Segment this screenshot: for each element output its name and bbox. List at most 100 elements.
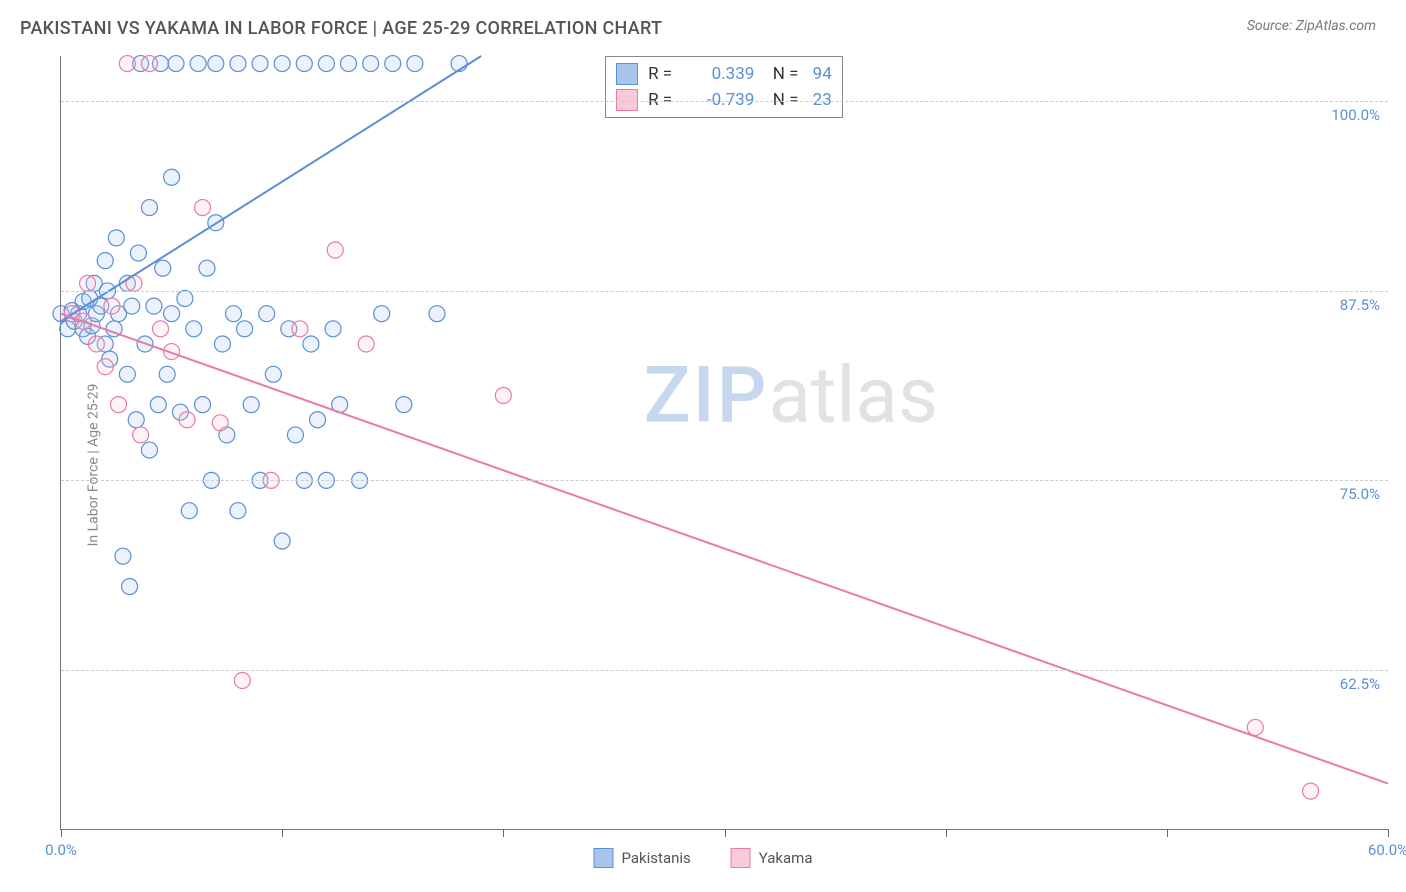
legend-n-label: N = bbox=[764, 64, 802, 84]
trend-line bbox=[61, 314, 1388, 784]
x-tick bbox=[61, 829, 62, 837]
data-point bbox=[159, 366, 175, 382]
data-point bbox=[407, 56, 423, 72]
legend-swatch bbox=[731, 848, 751, 868]
data-point bbox=[155, 260, 171, 276]
data-point bbox=[111, 397, 127, 413]
data-point bbox=[122, 578, 138, 594]
legend-label: Pakistanis bbox=[622, 849, 691, 867]
data-point bbox=[374, 306, 390, 322]
chart-title: PAKISTANI VS YAKAMA IN LABOR FORCE | AGE… bbox=[20, 18, 662, 39]
series-legend: Pakistanis Yakama bbox=[594, 848, 813, 868]
data-point bbox=[495, 388, 511, 404]
data-point bbox=[303, 336, 319, 352]
x-tick bbox=[503, 829, 504, 837]
x-tick bbox=[282, 829, 283, 837]
data-point bbox=[124, 298, 140, 314]
data-point bbox=[265, 366, 281, 382]
data-point bbox=[385, 56, 401, 72]
data-point bbox=[237, 321, 253, 337]
legend-n-label: N = bbox=[764, 90, 802, 110]
grid-line bbox=[61, 670, 1388, 671]
y-tick-label: 100.0% bbox=[1331, 106, 1380, 124]
data-point bbox=[230, 56, 246, 72]
data-point bbox=[274, 533, 290, 549]
grid-line bbox=[61, 480, 1388, 481]
data-point bbox=[153, 321, 169, 337]
data-point bbox=[146, 298, 162, 314]
x-tick-label: 60.0% bbox=[1368, 841, 1406, 859]
x-tick-label: 0.0% bbox=[45, 841, 77, 859]
data-point bbox=[97, 359, 113, 375]
data-point bbox=[80, 275, 96, 291]
data-point bbox=[164, 169, 180, 185]
legend-r-value: 0.339 bbox=[686, 64, 754, 84]
data-point bbox=[234, 672, 250, 688]
data-point bbox=[310, 412, 326, 428]
legend-label: Yakama bbox=[759, 849, 813, 867]
data-point bbox=[108, 230, 124, 246]
data-point bbox=[97, 253, 113, 269]
legend-item: Pakistanis bbox=[594, 848, 691, 868]
data-point bbox=[429, 306, 445, 322]
x-tick bbox=[1167, 829, 1168, 837]
data-point bbox=[104, 298, 120, 314]
data-point bbox=[186, 321, 202, 337]
legend-row: R = 0.339 N = 94 bbox=[616, 61, 832, 87]
data-point bbox=[164, 306, 180, 322]
data-point bbox=[141, 56, 157, 72]
data-point bbox=[195, 200, 211, 216]
data-point bbox=[259, 306, 275, 322]
data-point bbox=[115, 548, 131, 564]
data-point bbox=[230, 503, 246, 519]
data-point bbox=[208, 56, 224, 72]
data-point bbox=[396, 397, 412, 413]
data-point bbox=[141, 200, 157, 216]
legend-swatch bbox=[616, 63, 638, 85]
data-point bbox=[128, 412, 144, 428]
data-point bbox=[274, 56, 290, 72]
data-point bbox=[325, 321, 341, 337]
data-point bbox=[177, 291, 193, 307]
data-point bbox=[363, 56, 379, 72]
legend-item: Yakama bbox=[731, 848, 813, 868]
data-point bbox=[199, 260, 215, 276]
data-point bbox=[168, 56, 184, 72]
data-point bbox=[1303, 783, 1319, 799]
data-point bbox=[179, 412, 195, 428]
data-point bbox=[292, 321, 308, 337]
data-point bbox=[1247, 719, 1263, 735]
data-point bbox=[190, 56, 206, 72]
data-point bbox=[341, 56, 357, 72]
data-point bbox=[195, 397, 211, 413]
trend-line bbox=[61, 56, 481, 321]
data-point bbox=[212, 415, 228, 431]
data-point bbox=[181, 503, 197, 519]
data-point bbox=[226, 306, 242, 322]
data-point bbox=[119, 56, 135, 72]
plot-region: ZIPatlas R = 0.339 N = 94R = -0.739 N = … bbox=[60, 56, 1388, 830]
legend-row: R = -0.739 N = 23 bbox=[616, 87, 832, 113]
data-point bbox=[287, 427, 303, 443]
data-point bbox=[133, 427, 149, 443]
data-point bbox=[141, 442, 157, 458]
x-tick bbox=[946, 829, 947, 837]
data-point bbox=[88, 336, 104, 352]
data-point bbox=[214, 336, 230, 352]
x-tick bbox=[1388, 829, 1389, 837]
grid-line bbox=[61, 101, 1388, 102]
correlation-legend: R = 0.339 N = 94R = -0.739 N = 23 bbox=[605, 56, 843, 118]
data-point bbox=[327, 242, 343, 258]
data-point bbox=[150, 397, 166, 413]
chart-area: In Labor Force | Age 25-29 ZIPatlas R = … bbox=[18, 56, 1388, 874]
legend-swatch bbox=[616, 89, 638, 111]
legend-r-label: R = bbox=[648, 64, 676, 84]
data-point bbox=[252, 56, 268, 72]
chart-header: PAKISTANI VS YAKAMA IN LABOR FORCE | AGE… bbox=[0, 0, 1406, 49]
data-point bbox=[318, 56, 334, 72]
legend-n-value: 23 bbox=[813, 90, 832, 110]
data-point bbox=[358, 336, 374, 352]
chart-source: Source: ZipAtlas.com bbox=[1247, 18, 1376, 34]
data-point bbox=[119, 366, 135, 382]
legend-r-label: R = bbox=[648, 90, 676, 110]
